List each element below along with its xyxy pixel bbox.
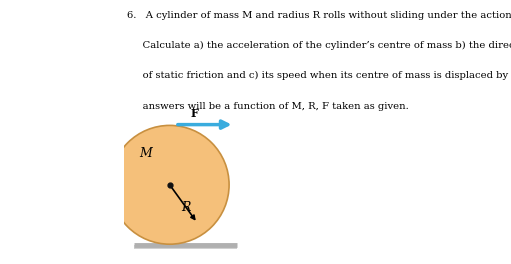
Text: R: R bbox=[181, 201, 190, 214]
Text: M: M bbox=[140, 147, 152, 160]
Text: Calculate a) the acceleration of the cylinder’s centre of mass b) the direction : Calculate a) the acceleration of the cyl… bbox=[127, 41, 511, 50]
Text: F: F bbox=[190, 108, 198, 119]
Circle shape bbox=[110, 125, 229, 244]
Text: 6.   A cylinder of mass M and radius R rolls without sliding under the action of: 6. A cylinder of mass M and radius R rol… bbox=[127, 11, 511, 20]
Text: of static friction and c) its speed when its centre of mass is displaced by a di: of static friction and c) its speed when… bbox=[127, 71, 511, 81]
Text: answers will be a function of M, R, F taken as given.: answers will be a function of M, R, F ta… bbox=[127, 102, 408, 111]
Bar bbox=[134, 245, 237, 249]
